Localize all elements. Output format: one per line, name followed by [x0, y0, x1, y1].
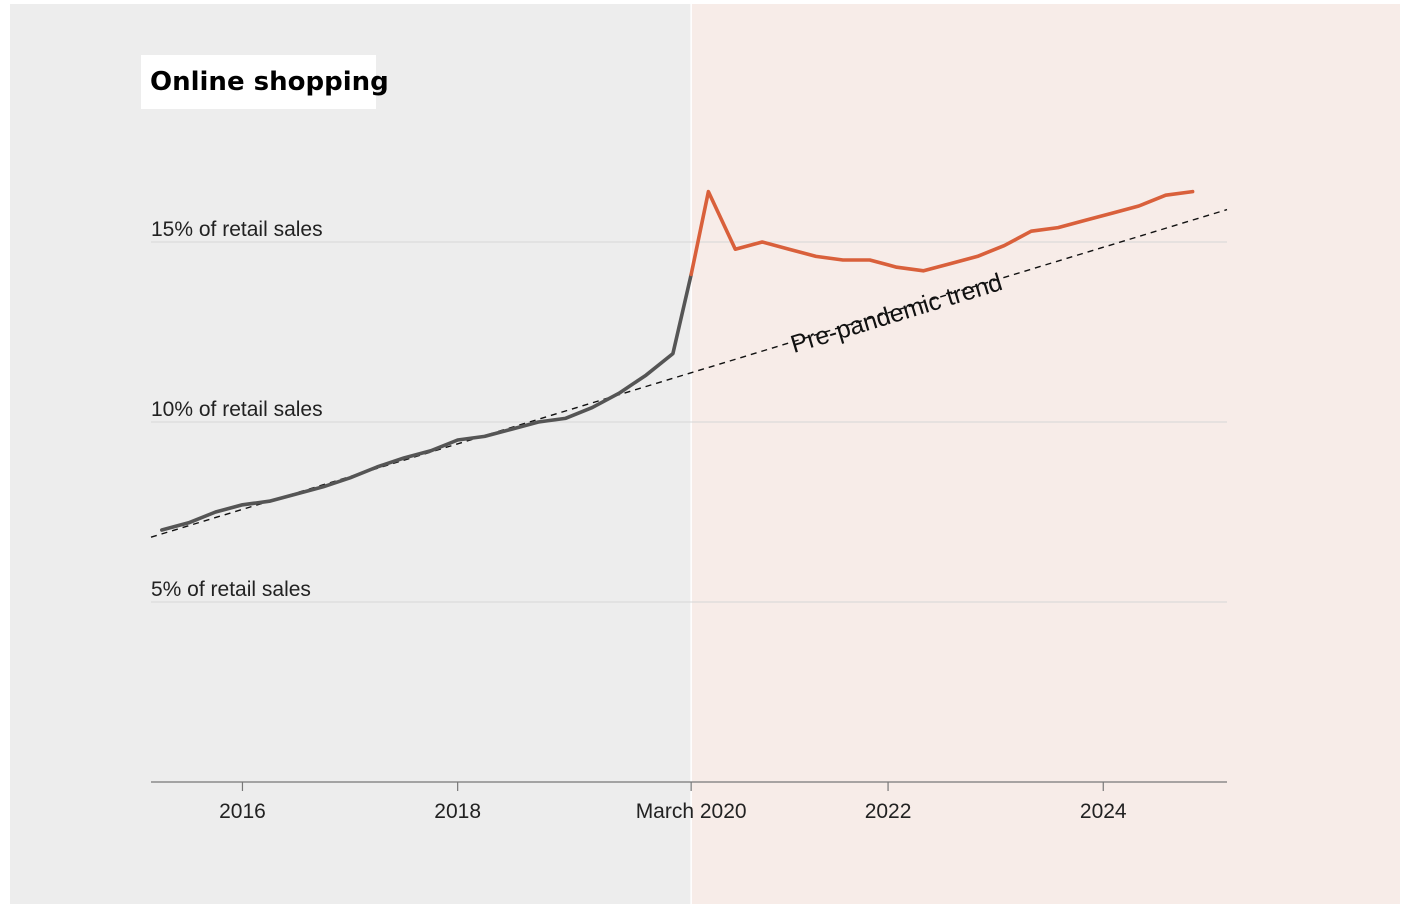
chart-title-box: Online shopping: [141, 55, 389, 109]
x-axis: 2016 2018 March 2020 2022 2024: [151, 781, 1227, 823]
y-tick-label-5: 5% of retail sales: [151, 578, 311, 601]
title-background: [141, 55, 376, 109]
x-tick-label-4: 2022: [865, 800, 912, 823]
background-region-1: [10, 4, 692, 904]
series-line-2: [689, 189, 1195, 277]
chart-title: Online shopping: [150, 67, 389, 97]
gridlines: [151, 241, 1227, 603]
x-tick-label-1: 2016: [219, 800, 266, 823]
y-tick-label-15: 15% of retail sales: [151, 218, 323, 241]
background-regions: [10, 4, 1400, 904]
y-tick-label-10: 10% of retail sales: [151, 398, 323, 421]
series-lines: [160, 189, 1195, 532]
x-tick-label-3: March 2020: [636, 800, 747, 823]
x-tick-label-5: 2024: [1080, 800, 1127, 823]
x-tick-label-2: 2018: [434, 800, 481, 823]
y-tick-labels: 5% of retail sales 10% of retail sales 15%…: [151, 218, 323, 601]
background-region-2: [691, 4, 1400, 904]
